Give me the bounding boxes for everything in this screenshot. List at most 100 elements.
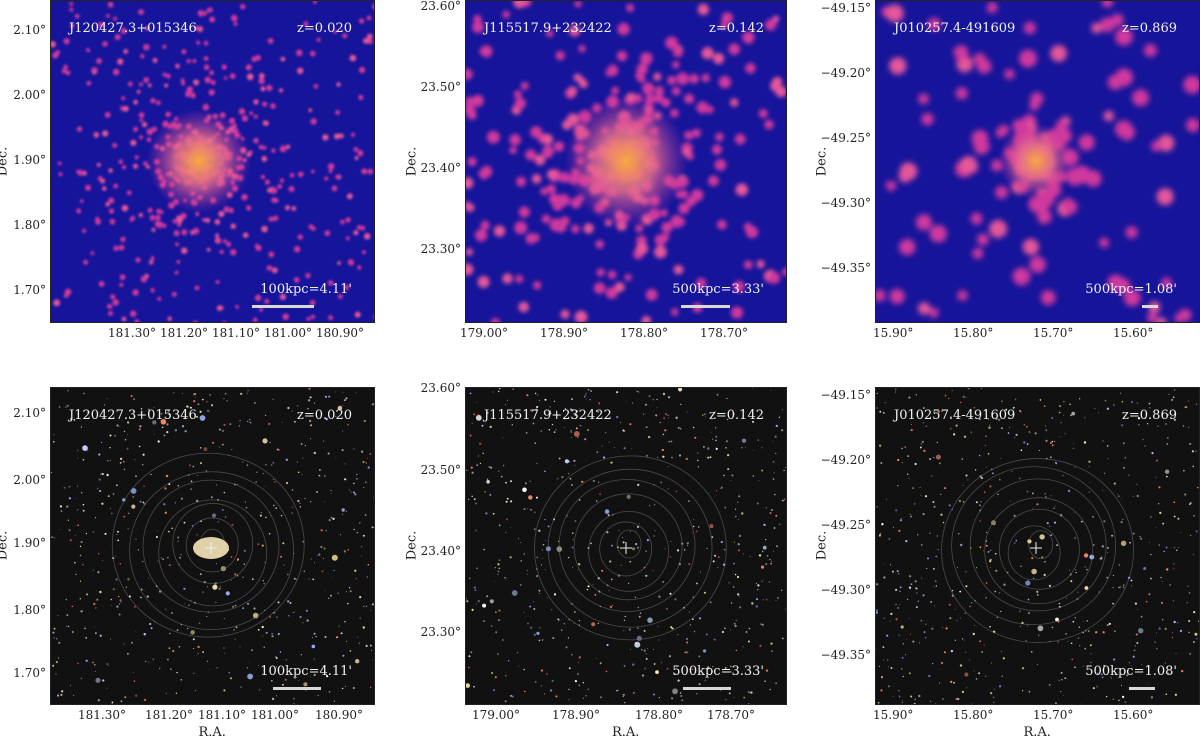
ra-tick-label: 15.90° xyxy=(873,708,914,722)
ra-axis-label: R.A. xyxy=(198,725,226,740)
ra-tick-label: 181.10° xyxy=(198,708,246,722)
star-field xyxy=(876,388,1199,704)
ra-tick-label: 178.80° xyxy=(635,708,683,722)
dec-tick-label: 23.50° xyxy=(420,80,461,94)
ra-tick-label: 178.70° xyxy=(700,326,748,340)
ra-tick-label: 15.80° xyxy=(953,708,994,722)
cluster-name: J120427.3+015346 xyxy=(69,21,197,36)
xray-emission-map xyxy=(466,1,786,322)
scale-label: 500kpc=3.33' xyxy=(672,664,764,679)
dec-tick-label: 1.70° xyxy=(13,283,46,297)
xray-image-panel: J115517.9+232422 z=0.142 500kpc=3.33' xyxy=(465,0,787,323)
star-field xyxy=(466,388,786,704)
dec-tick-label: 23.30° xyxy=(420,625,461,639)
redshift-label: z=0.020 xyxy=(297,21,352,36)
xray-contours xyxy=(111,452,305,638)
ra-tick-label: 181.10° xyxy=(212,326,260,340)
dec-axis-label: Dec. xyxy=(814,146,830,176)
redshift-label: z=0.142 xyxy=(709,408,764,423)
dec-tick-label: 2.00° xyxy=(13,473,46,487)
dec-tick-label: −49.25° xyxy=(820,518,871,532)
dec-axis-label: Dec. xyxy=(0,146,11,176)
dec-tick-label: −49.30° xyxy=(820,196,871,210)
xray-emission-map xyxy=(876,1,1199,322)
ra-tick-label: 179.00° xyxy=(472,708,520,722)
dec-tick-label: −49.35° xyxy=(820,648,871,662)
cluster-name: J115517.9+232422 xyxy=(484,408,612,423)
optical-sky-image xyxy=(466,388,786,704)
ra-tick-label: 181.20° xyxy=(160,326,208,340)
dec-tick-label: 1.80° xyxy=(13,603,46,617)
optical-sky-image xyxy=(51,388,374,704)
xray-contours xyxy=(533,455,727,641)
ra-tick-label: 179.00° xyxy=(460,326,508,340)
dec-tick-label: −49.15° xyxy=(820,1,871,15)
ra-tick-label: 181.00° xyxy=(251,708,299,722)
optical-image-panel: J010257.4-491609 z=0.869 500kpc=1.08' xyxy=(875,387,1200,705)
redshift-label: z=0.142 xyxy=(709,21,764,36)
cluster-name: J115517.9+232422 xyxy=(484,21,612,36)
dec-tick-label: −49.30° xyxy=(820,583,871,597)
dec-axis-label: Dec. xyxy=(814,530,830,561)
cluster-center-marker xyxy=(1030,542,1042,554)
dec-tick-label: 1.90° xyxy=(13,153,46,167)
scale-label: 100kpc=4.11' xyxy=(260,664,352,679)
dec-tick-label: 23.40° xyxy=(420,161,461,175)
cluster-name: J010257.4-491609 xyxy=(894,21,1016,36)
optical-image-panel: J115517.9+232422 z=0.142 500kpc=3.33' xyxy=(465,387,787,705)
scale-bar xyxy=(273,687,321,690)
scale-bar xyxy=(680,305,730,308)
ra-tick-label: 15.80° xyxy=(953,326,994,340)
scale-bar xyxy=(252,305,314,308)
cluster-core-emission xyxy=(147,109,251,213)
scale-bar xyxy=(683,687,731,690)
dec-axis-label: Dec. xyxy=(0,530,11,561)
ra-tick-label: 181.30° xyxy=(78,708,126,722)
ra-axis-label: R.A. xyxy=(1023,725,1051,740)
ra-tick-label: 181.30° xyxy=(108,326,156,340)
ra-tick-label: 15.70° xyxy=(1033,326,1074,340)
ra-tick-label: 15.90° xyxy=(873,326,914,340)
ra-tick-label: 181.00° xyxy=(264,326,312,340)
dec-axis-label: Dec. xyxy=(404,530,420,561)
dec-axis-label: Dec. xyxy=(404,146,420,176)
dec-tick-label: 2.00° xyxy=(13,88,46,102)
cluster-center-marker xyxy=(620,542,632,554)
scale-label: 100kpc=4.11' xyxy=(260,282,352,297)
cluster-center-marker xyxy=(205,542,217,554)
ra-tick-label: 181.20° xyxy=(145,708,193,722)
ra-tick-label: 178.80° xyxy=(620,326,668,340)
xray-image-panel: J120427.3+015346 z=0.020 100kpc=4.11' xyxy=(50,0,375,323)
dec-tick-label: 1.70° xyxy=(13,666,46,680)
dec-tick-label: 23.60° xyxy=(420,0,461,13)
ra-tick-label: 178.90° xyxy=(552,708,600,722)
dec-tick-label: 23.40° xyxy=(420,544,461,558)
scale-bar xyxy=(1142,305,1158,308)
dec-tick-label: −49.20° xyxy=(820,453,871,467)
cluster-name: J010257.4-491609 xyxy=(894,408,1016,423)
dec-tick-label: 1.90° xyxy=(13,536,46,550)
ra-tick-label: 178.90° xyxy=(540,326,588,340)
optical-sky-image xyxy=(876,388,1199,704)
ra-tick-label: 180.90° xyxy=(316,326,364,340)
dec-tick-label: 2.10° xyxy=(13,406,46,420)
sky-background xyxy=(876,388,1199,704)
ra-axis-label: R.A. xyxy=(612,725,640,740)
cluster-core-emission xyxy=(998,123,1074,199)
dec-tick-label: 23.50° xyxy=(420,463,461,477)
dec-tick-label: −49.20° xyxy=(820,66,871,80)
scale-label: 500kpc=3.33' xyxy=(672,282,764,297)
dec-tick-label: 23.60° xyxy=(420,381,461,395)
ra-tick-label: 15.70° xyxy=(1033,708,1074,722)
scale-bar xyxy=(1129,687,1155,690)
dec-tick-label: −49.35° xyxy=(820,261,871,275)
redshift-label: z=0.869 xyxy=(1122,408,1177,423)
cluster-name: J120427.3+015346 xyxy=(69,408,197,423)
ra-tick-label: 178.70° xyxy=(707,708,755,722)
xray-emission-map xyxy=(51,1,374,322)
xray-image-panel: J010257.4-491609 z=0.869 500kpc=1.08' xyxy=(875,0,1200,323)
dec-tick-label: −49.15° xyxy=(820,388,871,402)
dec-tick-label: 23.30° xyxy=(420,242,461,256)
dec-tick-label: −49.25° xyxy=(820,131,871,145)
dec-tick-label: 1.80° xyxy=(13,218,46,232)
